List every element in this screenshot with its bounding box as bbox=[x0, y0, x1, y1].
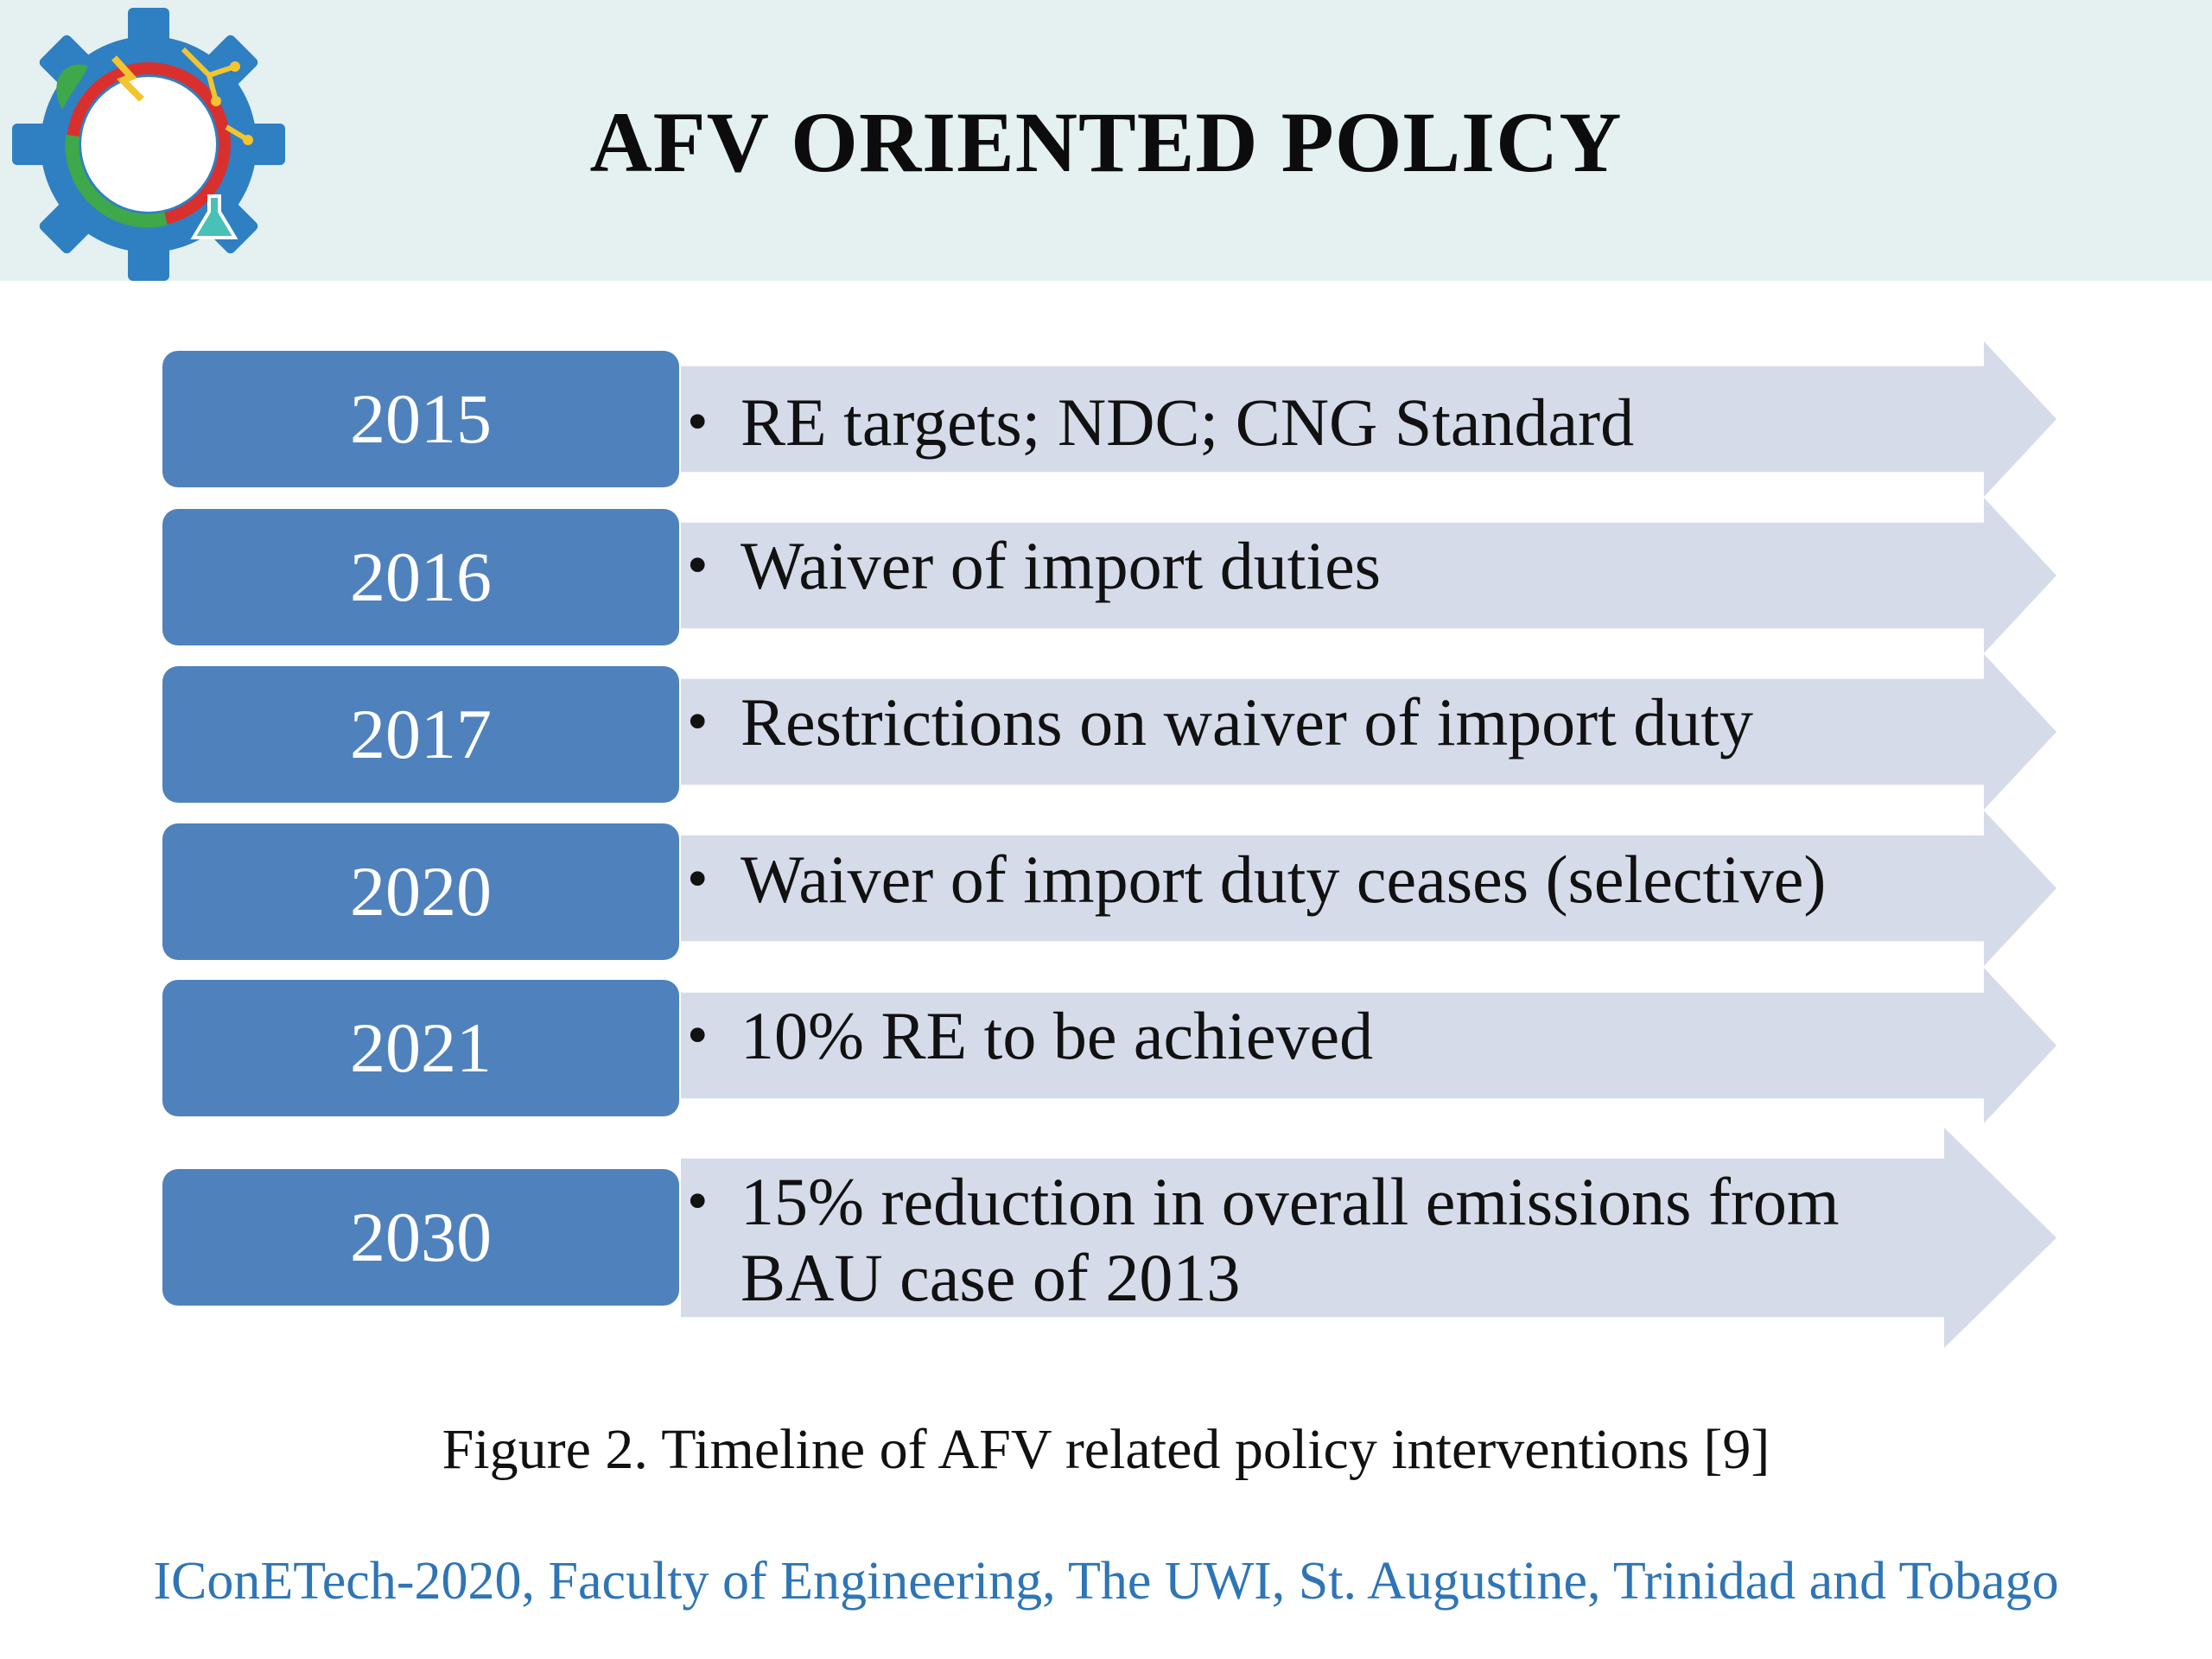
bullet: • bbox=[687, 532, 709, 599]
bullet: • bbox=[687, 389, 709, 455]
timeline-item-text: RE targets; NDC; CNG Standard bbox=[741, 385, 1635, 460]
timeline-item-text: Waiver of import duty ceases (selective) bbox=[741, 842, 1827, 917]
timeline-row: 2015 • RE targets; NDC; CNG Standard bbox=[0, 341, 2212, 497]
slide-title: AFV ORIENTED POLICY bbox=[589, 94, 1623, 190]
figure-caption: Figure 2. Timeline of AFV related policy… bbox=[442, 1418, 1770, 1481]
year-box: 2021 bbox=[162, 980, 679, 1116]
arrow-shape bbox=[681, 1128, 2056, 1348]
year-box: 2016 bbox=[162, 509, 679, 645]
arrow-shape bbox=[681, 968, 2056, 1123]
timeline-item-text: 15% reduction in overall emissions from … bbox=[741, 1164, 1967, 1316]
arrow-shape bbox=[681, 341, 2056, 497]
year-box: 2015 bbox=[162, 351, 679, 487]
bullet: • bbox=[687, 1168, 709, 1235]
timeline-item-text-line: 15% reduction in overall emissions from bbox=[741, 1164, 1840, 1239]
bullet: • bbox=[687, 846, 709, 912]
bullet: • bbox=[687, 689, 709, 755]
conference-gear-logo bbox=[12, 8, 285, 281]
year-box: 2020 bbox=[162, 823, 679, 960]
arrow-shape bbox=[681, 654, 2056, 810]
timeline-row: 2016 • Waiver of import duties bbox=[0, 498, 2212, 653]
arrow-shape bbox=[681, 498, 2056, 653]
timeline-item-text: Waiver of import duties bbox=[741, 528, 1382, 603]
timeline-item-text-line: BAU case of 2013 bbox=[741, 1240, 1241, 1315]
timeline-row: 2021 • 10% RE to be achieved bbox=[0, 968, 2212, 1123]
timeline-row: 2030 • 15% reduction in overall emission… bbox=[0, 1128, 2212, 1348]
year-box: 2030 bbox=[162, 1169, 679, 1306]
year-box: 2017 bbox=[162, 666, 679, 803]
bullet: • bbox=[687, 1002, 709, 1069]
timeline-row: 2020 • Waiver of import duty ceases (sel… bbox=[0, 810, 2212, 966]
arrow-shape bbox=[681, 810, 2056, 966]
slide-header: AFV ORIENTED POLICY bbox=[0, 0, 2212, 281]
slide-footer: IConETech-2020, Faculty of Engineering, … bbox=[153, 1552, 2059, 1611]
timeline-item-text: 10% RE to be achieved bbox=[741, 998, 1374, 1073]
timeline-row: 2017 • Restrictions on waiver of import … bbox=[0, 654, 2212, 810]
timeline-item-text: Restrictions on waiver of import duty bbox=[741, 684, 1753, 760]
